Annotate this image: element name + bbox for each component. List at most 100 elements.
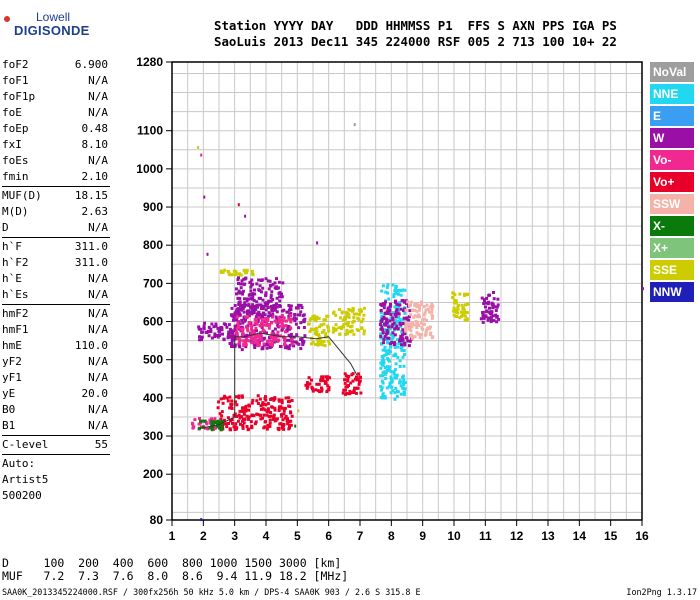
echo-point — [210, 423, 214, 427]
echo-point — [269, 296, 273, 300]
echo-point — [260, 318, 264, 322]
echo-point — [280, 327, 284, 331]
x-tick-label: 14 — [573, 529, 587, 543]
echo-point — [352, 332, 356, 336]
echo-point — [247, 310, 251, 313]
echo-point — [210, 428, 214, 432]
software-version: Ion2Png 1.3.17 — [626, 587, 697, 597]
echo-point — [395, 395, 399, 398]
echo-point — [237, 203, 240, 207]
echo-point — [401, 299, 405, 302]
echo-point — [404, 325, 408, 329]
polarization-legend: NoVal NNE E W Vo- Vo+ SSW X- X+ SSE NNW — [650, 62, 694, 304]
echo-point — [466, 302, 470, 306]
echo-point — [236, 419, 240, 423]
param-name: foE — [2, 106, 22, 119]
echo-point — [233, 328, 237, 332]
echo-point — [244, 343, 248, 347]
echo-point — [225, 396, 229, 400]
echo-point — [213, 421, 217, 425]
echo-point — [258, 288, 262, 292]
echo-point — [255, 322, 259, 326]
echo-point — [283, 346, 287, 350]
echo-point — [271, 417, 275, 421]
echo-point — [293, 340, 297, 344]
scaled-parameters-panel: foF2 6.900 foF1 N/A foF1p N/A foE N/A foEp 0.48 fx… — [2, 57, 110, 504]
echo-point — [403, 343, 407, 347]
echo-point — [261, 328, 265, 332]
echo-point — [233, 400, 237, 404]
echo-point — [259, 290, 263, 294]
echo-point — [266, 302, 269, 306]
echo-point — [266, 409, 270, 413]
echo-point — [386, 312, 390, 315]
echo-point — [208, 426, 212, 430]
echo-point — [399, 289, 403, 293]
echo-point — [261, 307, 265, 310]
legend-item: E — [650, 106, 694, 126]
echo-point — [389, 345, 393, 349]
echo-point — [316, 340, 320, 344]
echo-point — [425, 328, 429, 332]
echo-point — [230, 407, 234, 410]
echo-point — [491, 314, 495, 318]
echo-point — [403, 353, 406, 356]
param-value: 55 — [94, 438, 108, 451]
echo-point — [278, 299, 282, 303]
echo-point — [239, 286, 243, 290]
echo-point — [430, 316, 434, 320]
echo-point — [485, 296, 489, 300]
echo-point — [399, 323, 403, 327]
echo-point — [410, 334, 414, 338]
param-value: N/A — [88, 307, 108, 320]
muf-row: MUF 7.2 7.3 7.6 8.0 8.6 9.4 11.9 18.2 [M… — [2, 569, 349, 583]
echo-point — [322, 322, 326, 326]
echo-point — [241, 419, 245, 423]
echo-point — [270, 339, 274, 343]
echo-point — [259, 330, 263, 334]
echo-point — [345, 385, 349, 389]
echo-point — [250, 332, 254, 336]
legend-item: NoVal — [650, 62, 694, 82]
echo-point — [280, 413, 283, 417]
echo-point — [246, 329, 250, 333]
echo-point — [401, 337, 405, 341]
echo-point — [395, 302, 399, 306]
echo-point — [283, 416, 287, 420]
echo-point — [237, 325, 240, 329]
echo-point — [465, 317, 469, 321]
echo-point — [345, 313, 349, 317]
param-row: MUF(D) 18.15 — [2, 188, 110, 204]
echo-point — [278, 334, 282, 338]
echo-point — [245, 312, 249, 315]
echo-point — [463, 318, 467, 322]
echo-point — [238, 291, 242, 295]
param-row: foF1 N/A — [2, 73, 110, 89]
echo-point — [200, 335, 204, 339]
echo-point — [401, 322, 405, 325]
echo-point — [271, 315, 274, 319]
echo-point — [402, 374, 405, 378]
echo-point — [300, 337, 304, 341]
echo-point — [264, 403, 268, 407]
echo-point — [250, 413, 254, 417]
echo-point — [261, 315, 264, 319]
echo-point — [392, 292, 396, 296]
echo-point — [295, 333, 299, 337]
echo-point — [415, 302, 419, 306]
echo-point — [250, 327, 253, 331]
echo-point — [239, 422, 242, 426]
echo-point — [344, 392, 348, 396]
echo-point — [264, 395, 267, 399]
echo-point — [452, 301, 456, 305]
echo-point — [357, 329, 361, 332]
legend-item: SSW — [650, 194, 694, 214]
param-name: h`Es — [2, 288, 29, 301]
echo-point — [280, 401, 284, 405]
echo-point — [412, 323, 416, 327]
echo-point — [332, 327, 336, 331]
echo-point — [413, 309, 417, 312]
echo-point — [270, 290, 274, 294]
echo-point — [271, 405, 275, 409]
echo-point — [380, 358, 384, 362]
